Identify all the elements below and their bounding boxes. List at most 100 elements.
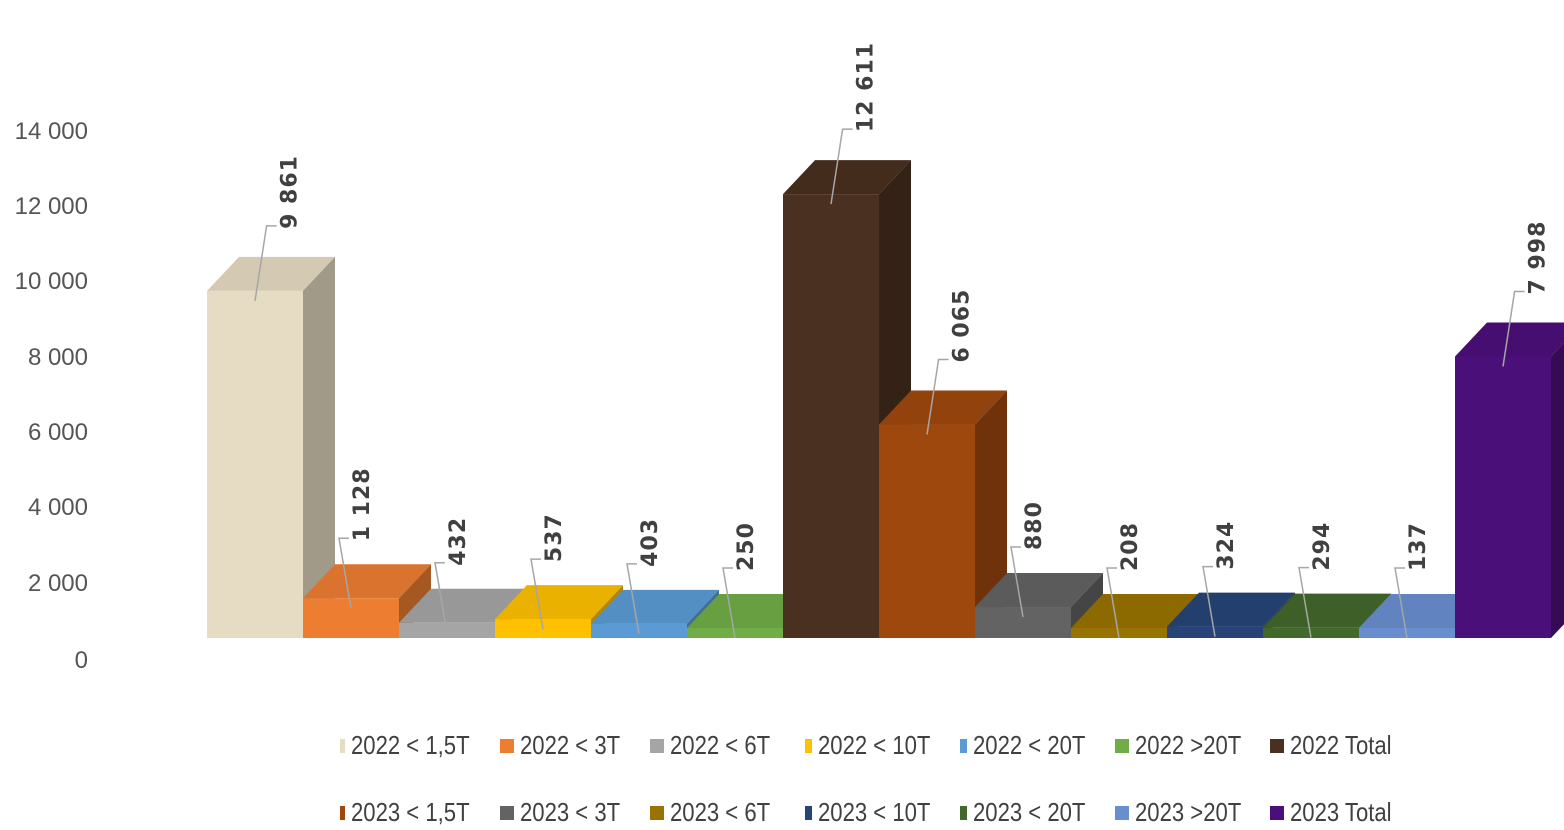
legend-swatch (650, 805, 664, 820)
bar-side-face (1551, 342, 1564, 638)
y-axis: 0 2 000 4 000 6 000 8 000 10 000 12 000 14 000 (15, 118, 88, 674)
legend-item: 2022 < 20T (960, 730, 1105, 761)
legend-swatch (650, 738, 664, 753)
y-tick-label: 4 000 (28, 494, 88, 521)
data-label: 432 (446, 517, 471, 566)
legend-item: 2022 < 10T (805, 730, 950, 761)
bar-top-face (879, 390, 1007, 425)
leader-line (626, 563, 640, 634)
data-label: 324 (1214, 521, 1239, 570)
legend-label: 2022 Total (1290, 730, 1392, 760)
legend-label: 2022 < 6T (670, 730, 771, 760)
legend-swatch (500, 738, 514, 753)
bar-front-face (1071, 628, 1167, 638)
leader-line (1106, 567, 1120, 639)
bar-top-face (975, 573, 1103, 608)
leader-line (1394, 567, 1408, 639)
legend-swatch (1270, 805, 1284, 820)
bar (783, 160, 911, 638)
legend-swatch (805, 738, 812, 753)
y-tick-label: 10 000 (15, 268, 88, 295)
bar-top-face (495, 585, 623, 620)
legend-label: 2023 >20T (1134, 797, 1242, 827)
legend-item: 2022 < 3T (500, 730, 640, 761)
leader-line (926, 358, 949, 435)
leader-line (434, 562, 448, 633)
legend-swatch (960, 805, 967, 820)
data-labels: 9 861 1 128 432 537 403 250 12 611 6 065 880 208 3… (254, 42, 1551, 639)
legend-item: 2023 Total (1270, 797, 1420, 828)
legend-label: 2023 < 3T (520, 797, 621, 827)
legend-row-2023: 2023 < 1,5T 2023 < 3T 2023 < 6T 2023 < 10T 2… (340, 797, 1440, 828)
legend-label: 2022 < 3T (520, 730, 621, 760)
legend-swatch (805, 805, 812, 820)
bar-top-face (1455, 322, 1564, 357)
data-label: 250 (734, 522, 759, 571)
data-label: 9 861 (278, 155, 303, 229)
legend-swatch (960, 738, 967, 753)
legend-item: 2023 < 20T (960, 797, 1105, 828)
data-label: 7 998 (1526, 221, 1551, 295)
data-label: 208 (1118, 522, 1143, 571)
bar-front-face (975, 607, 1071, 638)
bar-top-face (399, 588, 527, 623)
bar (1455, 322, 1564, 638)
legend-swatch (500, 805, 514, 820)
leader-line (1010, 546, 1024, 618)
bar-top-face (1167, 592, 1295, 627)
bar-side-face (975, 390, 1007, 638)
leader-line (1298, 566, 1312, 638)
legend-label: 2023 < 20T (972, 797, 1086, 827)
leader-line (1502, 290, 1525, 367)
legend-item: 2023 < 1,5T (340, 797, 490, 828)
leader-line (530, 558, 544, 630)
bar-front-face (1455, 356, 1551, 638)
bar-front-face (1359, 628, 1455, 638)
bar-top-face (1263, 593, 1391, 628)
bar-top-face (207, 256, 335, 291)
legend-item: 2022 Total (1270, 730, 1420, 761)
y-tick-label: 8 000 (28, 344, 88, 371)
legend-swatch (1115, 738, 1129, 753)
y-tick-label: 14 000 (15, 118, 88, 145)
data-label: 537 (542, 513, 567, 562)
data-label: 1 128 (350, 467, 375, 541)
leader-line (722, 567, 736, 639)
leader-line (830, 128, 853, 205)
data-label: 403 (638, 518, 663, 567)
data-label: 12 611 (854, 42, 879, 132)
legend-swatch (1270, 738, 1284, 753)
bar-front-face (207, 290, 303, 638)
legend-label: 2023 < 10T (817, 797, 931, 827)
bar (975, 573, 1103, 638)
legend-swatch (340, 738, 345, 753)
legend-row-2022: 2022 < 1,5T 2022 < 3T 2022 < 6T 2022 < 10T 2… (340, 730, 1440, 761)
data-label: 137 (1406, 522, 1431, 571)
y-tick-label: 12 000 (15, 193, 88, 220)
bar-front-face (879, 424, 975, 638)
y-tick-label: 0 (75, 647, 88, 674)
legend-label: 2022 < 20T (972, 730, 1086, 760)
bar-top-face (1071, 594, 1199, 628)
legend-item: 2023 >20T (1115, 797, 1260, 828)
legend-label: 2022 < 10T (817, 730, 931, 760)
data-label: 294 (1310, 522, 1335, 571)
bar-front-face (783, 194, 879, 638)
leader-line (1202, 565, 1216, 637)
legend-item: 2022 >20T (1115, 730, 1260, 761)
legend-label: 2022 >20T (1134, 730, 1242, 760)
legend-label: 2022 < 1,5T (350, 730, 470, 760)
legend-item: 2023 < 10T (805, 797, 950, 828)
legend-item: 2023 < 6T (650, 797, 795, 828)
bar-top-face (591, 589, 719, 624)
legend-label: 2023 Total (1290, 797, 1392, 827)
legend-item: 2022 < 6T (650, 730, 795, 761)
bar-side-face (303, 256, 335, 638)
leader-line (338, 537, 352, 609)
y-tick-label: 2 000 (28, 570, 88, 597)
legend-label: 2023 < 6T (670, 797, 771, 827)
legend-item: 2023 < 3T (500, 797, 640, 828)
bar-front-face (1263, 627, 1359, 638)
bar (207, 256, 335, 638)
